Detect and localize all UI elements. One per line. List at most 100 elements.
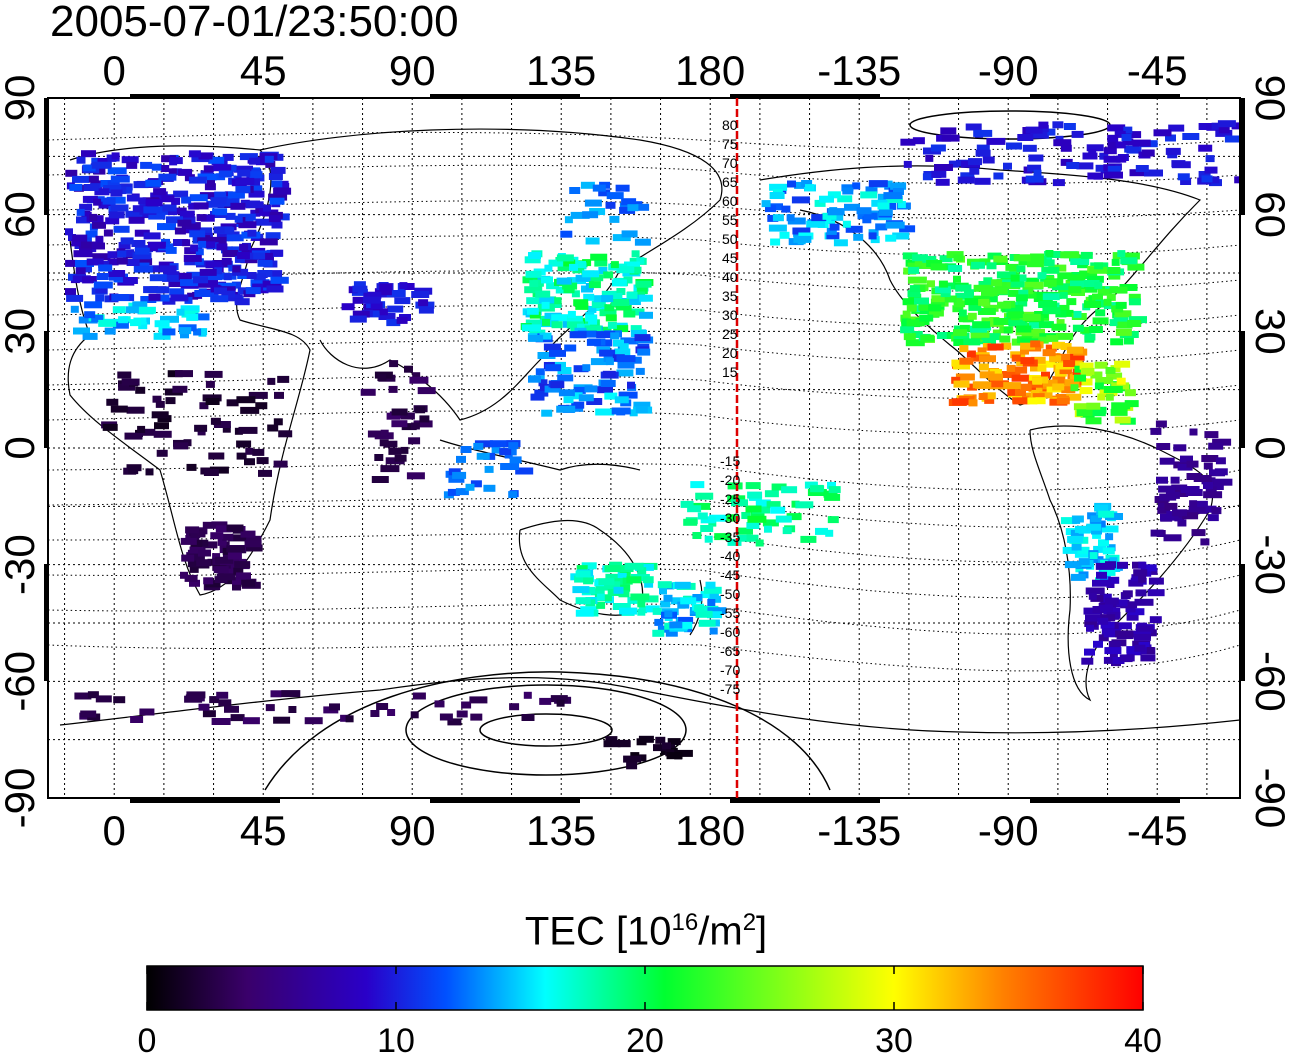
- tec-cell: [1039, 391, 1053, 399]
- tec-cell: [1086, 144, 1104, 152]
- tec-cell: [95, 294, 105, 302]
- tec-cell: [248, 190, 265, 198]
- tec-cell: [133, 181, 149, 189]
- left-lat-label: -60: [0, 651, 43, 712]
- tec-cell: [940, 290, 951, 298]
- tec-cell: [539, 384, 549, 391]
- tec-cell: [65, 288, 76, 296]
- tec-cell: [575, 274, 591, 282]
- tec-cell: [791, 196, 810, 204]
- tec-cell: [469, 696, 488, 704]
- tec-cell: [1092, 531, 1102, 539]
- tec-cell: [265, 160, 276, 168]
- tec-cell: [1074, 378, 1087, 386]
- tec-cell: [695, 610, 713, 618]
- tec-cell: [259, 208, 270, 216]
- tec-cell: [542, 318, 550, 326]
- contour-label: 50: [722, 231, 738, 247]
- tec-cell: [148, 293, 161, 301]
- tec-cell: [978, 281, 994, 288]
- tec-cell: [409, 376, 429, 384]
- tec-cell: [1093, 545, 1107, 553]
- tec-cell: [198, 539, 209, 547]
- tec-cell: [1037, 364, 1047, 372]
- tec-cell: [236, 572, 251, 580]
- tec-cell: [1193, 475, 1212, 482]
- tec-cell: [509, 703, 520, 711]
- tec-cell: [1103, 656, 1112, 664]
- contour-label: -35: [720, 529, 740, 545]
- tec-cell: [410, 711, 419, 719]
- tec-cell: [1159, 493, 1177, 501]
- tec-cell: [161, 165, 170, 172]
- tec-cell: [412, 372, 421, 380]
- tec-cell: [1043, 259, 1055, 267]
- tec-cell: [1086, 402, 1101, 410]
- tec-cell: [1104, 597, 1119, 605]
- tec-cell: [226, 399, 239, 407]
- tec-cell: [690, 481, 705, 489]
- tec-cell: [736, 527, 753, 535]
- tec-cell: [958, 309, 967, 317]
- tec-cell: [196, 559, 212, 567]
- tec-cell: [1060, 251, 1080, 259]
- tec-cell: [145, 179, 162, 187]
- tec-cell: [1091, 527, 1102, 535]
- tec-cell: [572, 266, 585, 274]
- tec-cell: [819, 195, 834, 203]
- tec-cell: [380, 465, 400, 473]
- tec-cell: [1213, 478, 1233, 486]
- tec-cell: [352, 285, 368, 293]
- tec-cell: [418, 306, 434, 314]
- tec-cell: [139, 258, 153, 266]
- tec-cell: [1020, 347, 1029, 355]
- tec-cell: [1085, 614, 1101, 622]
- coastline-antarctica: [59, 677, 1240, 734]
- tec-cell: [1218, 126, 1230, 134]
- right-latitude-labels: 90 60 30 0 -30 -60 -90: [1247, 75, 1292, 829]
- tec-cell: [745, 482, 761, 490]
- tec-cell: [612, 739, 630, 747]
- tec-cell: [822, 212, 837, 220]
- tec-cell: [91, 157, 100, 165]
- tec-cell: [169, 288, 185, 296]
- tec-cell: [391, 408, 408, 416]
- tec-cell: [975, 149, 991, 157]
- contour-label: 25: [722, 326, 738, 342]
- tec-cell: [1006, 364, 1016, 372]
- tec-cell: [219, 199, 236, 207]
- tec-cell: [667, 744, 676, 752]
- tec-cell: [353, 281, 366, 289]
- tec-cell: [605, 201, 616, 209]
- tec-cell: [544, 264, 553, 272]
- tec-cell: [213, 226, 225, 234]
- tec-cell: [1063, 123, 1076, 130]
- tec-cell: [160, 315, 179, 323]
- tec-cell: [379, 283, 393, 291]
- tec-cell: [1074, 550, 1093, 558]
- tec-cell: [604, 565, 623, 573]
- tec-cell: [76, 216, 90, 224]
- tec-cell: [1104, 171, 1123, 179]
- tec-cell: [1095, 562, 1115, 570]
- tec-cell: [546, 282, 560, 290]
- tec-cell: [222, 250, 239, 257]
- tec-cell: [345, 715, 354, 723]
- tec-cell: [637, 600, 646, 608]
- tec-cell: [616, 266, 635, 274]
- tec-cell: [180, 331, 189, 339]
- tec-cell: [951, 376, 961, 384]
- tec-cell: [737, 534, 751, 542]
- tec-cell: [609, 215, 620, 223]
- tec-cell: [953, 297, 963, 305]
- coastline-indonesia: [439, 439, 641, 471]
- tec-cell: [1098, 510, 1115, 518]
- tec-cell: [667, 738, 681, 746]
- tec-cell: [1007, 388, 1019, 396]
- tec-cell: [766, 501, 781, 509]
- tec-cell: [1046, 335, 1059, 343]
- tec-cell: [556, 699, 565, 707]
- tec-cell: [205, 398, 220, 405]
- map-frame-bars: [44, 94, 1245, 803]
- tec-cell: [1168, 124, 1185, 132]
